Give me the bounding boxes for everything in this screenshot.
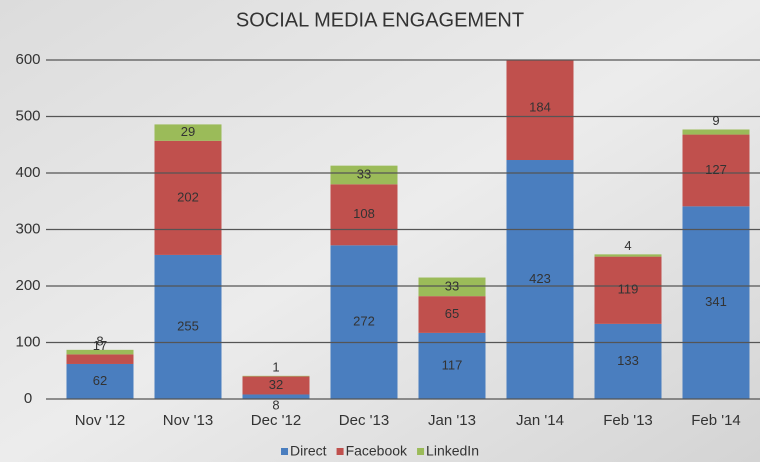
y-tick-label: 200 xyxy=(15,277,40,294)
bar-segment xyxy=(66,354,134,364)
x-tick-label: Dec '13 xyxy=(339,412,389,429)
bar-segment xyxy=(66,349,134,355)
data-label: 4 xyxy=(624,238,631,253)
data-label: 202 xyxy=(177,189,199,204)
bar-segment xyxy=(594,256,662,324)
bar-segment xyxy=(154,124,222,141)
plot xyxy=(66,60,750,399)
bar-segment xyxy=(154,140,222,255)
x-tick-label: Nov '13 xyxy=(163,412,213,429)
bar-segment xyxy=(682,134,750,207)
data-label: 33 xyxy=(445,278,459,293)
legend-swatch xyxy=(281,448,289,455)
x-tick-label: Dec '12 xyxy=(251,412,301,429)
bar-segment xyxy=(330,184,398,246)
legend-label: Facebook xyxy=(346,443,408,459)
data-label: 255 xyxy=(177,318,199,333)
data-label: 108 xyxy=(353,206,375,221)
legend-label: Direct xyxy=(290,443,327,459)
data-label: 127 xyxy=(705,162,727,177)
data-label: 341 xyxy=(705,294,727,309)
legend-swatch xyxy=(417,448,425,455)
x-tick-label: Jan '13 xyxy=(428,412,476,429)
data-label: 9 xyxy=(712,113,719,128)
y-tick-label: 300 xyxy=(15,220,40,237)
bar-segment xyxy=(506,160,574,399)
bar-segment xyxy=(506,60,574,161)
legend-label: LinkedIn xyxy=(426,443,479,459)
bar-segment xyxy=(418,332,486,399)
data-label: 133 xyxy=(617,353,639,368)
bar-segment xyxy=(418,296,486,333)
chart-title: SOCIAL MEDIA ENGAGEMENT xyxy=(236,9,524,31)
bar-segment xyxy=(330,245,398,399)
data-label: 119 xyxy=(618,282,639,297)
bar-segment xyxy=(418,277,486,297)
bar-segment xyxy=(682,129,750,135)
data-label: 8 xyxy=(272,397,279,412)
bar-segment xyxy=(66,363,134,399)
bar-segment xyxy=(594,323,662,399)
data-label: 17 xyxy=(93,338,107,353)
bar-segment xyxy=(682,206,750,399)
y-tick-label: 400 xyxy=(15,164,40,181)
data-label: 184 xyxy=(529,99,551,114)
data-label: 423 xyxy=(529,271,551,286)
bar-segment xyxy=(242,375,310,377)
data-label: 8 xyxy=(96,333,103,348)
data-label: 1 xyxy=(272,359,279,374)
bar-segment xyxy=(242,376,310,395)
bar-segment xyxy=(330,165,398,185)
data-label: 65 xyxy=(445,306,459,321)
bar-segment xyxy=(594,254,662,257)
data-label: 29 xyxy=(181,124,195,139)
bar-segment xyxy=(242,394,310,399)
bar-segment xyxy=(154,254,222,399)
y-tick-label: 500 xyxy=(15,107,40,124)
data-label: 33 xyxy=(357,166,371,181)
data-label: 32 xyxy=(269,377,283,392)
y-tick-label: 0 xyxy=(24,390,32,407)
data-label: 272 xyxy=(353,314,375,329)
legend-swatch xyxy=(336,448,344,455)
x-tick-label: Nov '12 xyxy=(75,412,125,429)
y-tick-label: 100 xyxy=(15,333,40,350)
x-tick-label: Feb '14 xyxy=(691,412,741,429)
data-label: 62 xyxy=(93,373,107,388)
x-tick-label: Jan '14 xyxy=(516,412,564,429)
data-label: 117 xyxy=(442,357,463,372)
x-tick-label: Feb '13 xyxy=(603,412,653,429)
y-tick-label: 600 xyxy=(15,51,40,68)
